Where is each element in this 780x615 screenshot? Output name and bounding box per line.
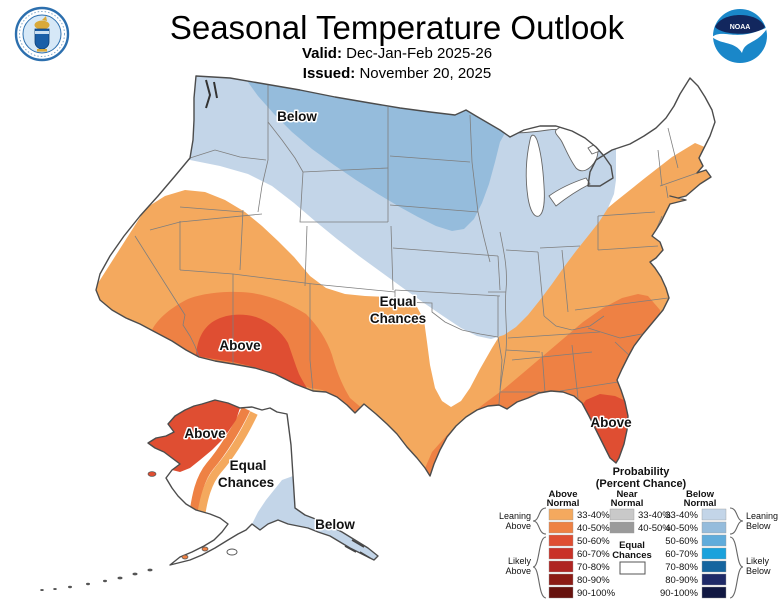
label-likely-above-1: Likely [508,556,532,566]
aleutian-islands [40,471,371,591]
legend-col-near-2: Normal [611,498,644,509]
range-above-3: 60-70% [577,549,610,560]
map-label-ak-equal-2: Chances [218,475,274,490]
legend: Probability (Percent Chance) Above Norma… [499,466,778,599]
label-leaning-below-1: Leaning [746,511,778,521]
range-above-2: 50-60% [577,536,610,547]
map-label-conus-equal-1: Equal [380,294,417,309]
legend-col-near-1: Near [616,489,637,500]
commerce-seal-icon [14,6,70,62]
region-ak-above-50-60 [148,400,240,472]
legend-col-above-2: Normal [547,498,580,509]
legend-title-2: (Percent Chance) [596,478,687,490]
conus-outline [95,75,716,477]
range-below-2: 50-60% [665,536,698,547]
legend-col-below-1: Below [686,489,715,500]
swatch-above-1 [548,521,574,534]
swatch-above-0 [548,508,574,521]
range-near-1: 40-50% [638,523,671,534]
range-above-6: 90-100% [577,588,616,599]
swatch-above-4 [548,560,574,573]
label-likely-below-1: Likely [746,556,770,566]
map-label-ak-below: Below [315,517,355,532]
region-above-50-60-southwest [196,314,310,393]
swatch-equal-chances [619,561,646,575]
swatch-near-1 [609,521,635,534]
legend-near-column: 33-40% 40-50% Equal Chances [609,508,671,575]
map-label-conus-above-fl: Above [590,415,632,430]
range-above-0: 33-40% [577,510,610,521]
legend-col-above-1: Above [548,489,577,500]
range-below-1: 40-50% [665,523,698,534]
swatch-below-3 [701,547,727,560]
region-ak-above-40-50-strip [188,407,251,521]
legend-title-1: Probability [613,466,671,478]
map-label-ak-equal-1: Equal [230,458,267,473]
swatch-below-0 [701,508,727,521]
swatch-near-0 [609,508,635,521]
swatch-below-1 [701,521,727,534]
swatch-below-6 [701,586,727,599]
range-above-1: 40-50% [577,523,610,534]
puget-sound-detail [205,79,218,109]
swatch-below-2 [701,534,727,547]
valid-line: Valid: Dec-Jan-Feb 2025-26 [302,45,492,62]
brace-likely-below [729,536,744,599]
legend-equal-2: Chances [612,550,652,561]
page-title: Seasonal Temperature Outlook [170,9,625,46]
noaa-logo-text: NOAA [730,24,751,31]
swatch-above-3 [548,547,574,560]
map-label-conus-below: Below [277,109,317,124]
brace-leaning-below [729,507,744,535]
swatch-above-6 [548,586,574,599]
brace-leaning-above [532,507,547,535]
label-leaning-below-2: Below [746,521,771,531]
label-leaning-above-2: Above [505,521,531,531]
region-above-50-60-florida [583,394,629,463]
range-below-4: 70-80% [665,562,698,573]
label-likely-above-2: Above [505,566,531,576]
range-below-5: 80-90% [665,575,698,586]
range-above-4: 70-80% [577,562,610,573]
region-ak-above-33-40-strip [196,411,258,525]
swatch-above-2 [548,534,574,547]
noaa-logo-icon: NOAA [712,9,768,63]
range-below-3: 60-70% [665,549,698,560]
map-label-ak-above: Above [184,426,226,441]
map-label-conus-equal-2: Chances [370,311,426,326]
swatch-below-4 [701,560,727,573]
range-below-0: 33-40% [665,510,698,521]
label-leaning-above-1: Leaning [499,511,531,521]
swatch-above-5 [548,573,574,586]
alaska-outline [147,399,379,566]
legend-below-column: 33-40% 40-50% 50-60% 60-70% 70-80% 80-90… [660,508,727,599]
brace-likely-above [532,536,547,599]
region-ak-below-33-40 [252,476,378,560]
range-near-0: 33-40% [638,510,671,521]
swatch-below-5 [701,573,727,586]
issued-line: Issued: November 20, 2025 [303,65,491,82]
legend-above-column: 33-40% 40-50% 50-60% 60-70% 70-80% 80-90… [548,508,616,599]
legend-equal-1: Equal [619,540,645,551]
state-borders [134,84,698,405]
map-label-conus-above-sw: Above [219,338,261,353]
range-below-6: 90-100% [660,588,699,599]
label-likely-below-2: Below [746,566,771,576]
region-above-33-40 [96,143,715,476]
range-above-5: 80-90% [577,575,610,586]
legend-col-below-2: Normal [684,498,717,509]
